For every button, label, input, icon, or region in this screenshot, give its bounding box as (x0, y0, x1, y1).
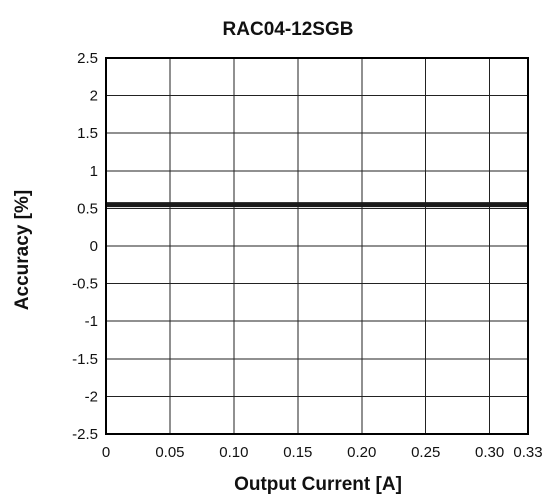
x-tick-label: 0.33 (513, 444, 542, 461)
x-axis-label: Output Current [A] (234, 474, 402, 495)
y-tick-label: -0.5 (72, 276, 98, 293)
y-tick-label: -1.5 (72, 351, 98, 368)
y-tick-label: 2.5 (77, 50, 98, 67)
x-tick-label: 0.10 (219, 444, 248, 461)
chart-title: RAC04-12SGB (223, 19, 354, 40)
y-axis-ticks: 2.5 2 1.5 1 0.5 0 -0.5 -1 -1.5 -2 -2.5 (72, 50, 98, 443)
x-axis-ticks: 0 0.05 0.10 0.15 0.20 0.25 0.30 0.33 (102, 444, 543, 461)
y-tick-label: 2 (90, 88, 98, 105)
y-tick-label: -2 (85, 388, 98, 405)
x-tick-label: 0.15 (283, 444, 312, 461)
y-tick-label: 0.5 (77, 200, 98, 217)
x-tick-label: 0.05 (155, 444, 184, 461)
y-tick-label: 1.5 (77, 125, 98, 142)
x-tick-label: 0.25 (411, 444, 440, 461)
y-tick-label: -1 (85, 313, 98, 330)
x-tick-label: 0 (102, 444, 110, 461)
grid-lines (106, 58, 528, 434)
x-tick-label: 0.20 (347, 444, 376, 461)
plot-area-frame (105, 57, 529, 435)
y-tick-label: 0 (90, 238, 98, 255)
x-tick-label: 0.30 (475, 444, 504, 461)
y-axis-label: Accuracy [%] (12, 190, 33, 310)
y-tick-label: 1 (90, 163, 98, 180)
y-tick-label: -2.5 (72, 426, 98, 443)
